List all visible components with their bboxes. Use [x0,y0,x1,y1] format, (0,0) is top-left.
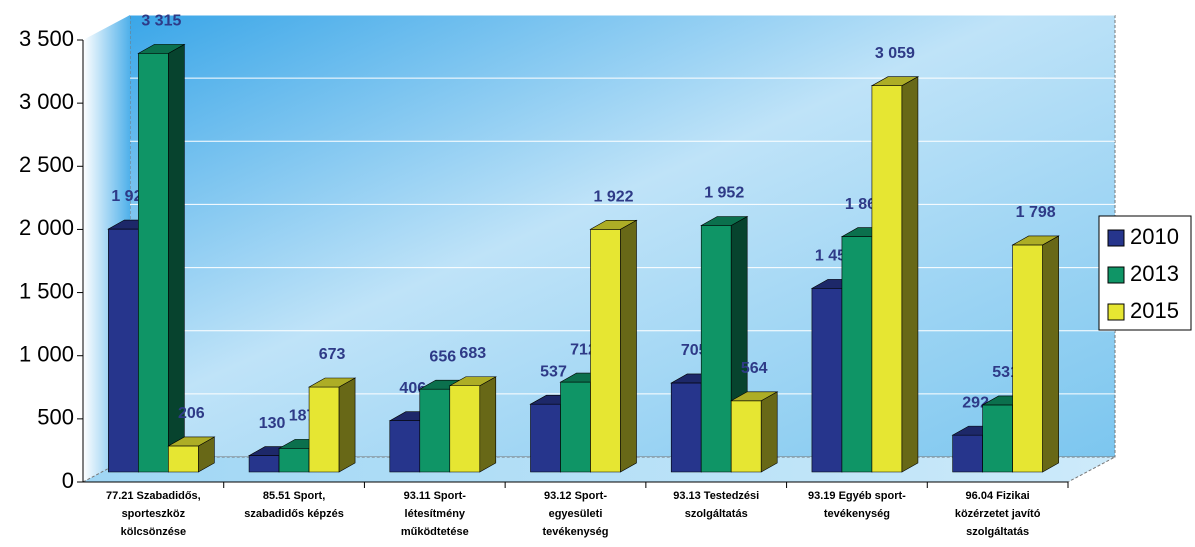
value-label: 1 922 [593,188,633,205]
value-label: 3 059 [875,45,915,62]
x-tick-label: 77.21 Szabadidős, [106,490,201,502]
legend-label: 2010 [1130,224,1179,249]
bar-face [308,386,340,473]
x-tick-label: szabadidős képzés [244,508,344,520]
value-label: 3 315 [141,13,181,30]
y-tick-label: 500 [37,405,74,430]
bar-face [730,400,762,473]
bar-face [871,85,903,473]
y-tick-label: 2 500 [19,152,74,177]
bar-face [841,236,873,473]
x-tick-label: létesítmény [405,508,466,520]
bar-face [168,445,199,473]
bar [589,219,638,473]
bar-face [137,44,186,54]
value-label: 1 952 [704,185,744,202]
x-tick-label: 85.51 Sport, [263,490,325,502]
x-tick-label: közérzetet javító [955,508,1041,520]
x-tick-label: szolgáltatás [966,526,1029,538]
x-tick-label: szolgáltatás [685,508,748,520]
bar [730,391,779,473]
value-label: 1 798 [1016,204,1056,221]
bar [1011,235,1060,473]
x-tick-label: tevékenység [824,508,890,520]
x-tick-label: sporteszköz [122,508,186,520]
value-label: 537 [540,363,567,380]
bar-face [449,385,481,473]
x-tick-label: kölcsönzése [121,526,186,538]
bar-face [1011,235,1060,246]
x-tick-label: 93.11 Sport- [404,490,467,502]
bar-face [901,76,919,473]
bar-face [419,388,451,473]
x-tick-label: egyesületi [549,508,603,520]
y-tick-label: 1 500 [19,278,74,303]
x-tick-label: 93.19 Egyéb sport- [808,490,906,502]
legend-label: 2013 [1130,261,1179,286]
x-tick-label: működtetése [401,526,469,538]
y-tick-label: 3 000 [19,89,74,114]
bar-face [700,216,749,226]
bar [167,436,216,473]
bar-face [248,455,280,473]
value-label: 683 [459,345,486,362]
legend-swatch [1107,303,1125,321]
bar-face [700,225,732,473]
x-tick-label: 96.04 Fizikai [966,490,1030,502]
bar-face [760,391,778,473]
bar-face [1042,235,1059,473]
bar-face [479,376,497,473]
bar [307,377,357,473]
y-tick-label: 1 000 [19,342,74,367]
bar-face [982,404,1013,473]
x-tick-label: 93.13 Testedzési [673,490,759,502]
value-label: 656 [429,348,456,365]
bar-face [560,381,591,473]
bar [448,376,497,473]
bar-face [389,420,421,473]
bar [870,76,920,473]
bar-face [138,53,169,473]
legend-swatch [1107,266,1125,284]
x-tick-label: tevékenység [542,526,608,538]
value-label: 673 [319,346,346,363]
bar-face [530,403,561,473]
bar-face [167,436,216,447]
bar-face [620,219,637,473]
value-label: 206 [178,405,205,422]
bar-face [448,376,497,387]
value-label: 130 [259,415,286,432]
y-tick-label: 3 500 [19,26,74,51]
bar [700,215,749,473]
bar-face [952,434,983,473]
value-label: 564 [741,360,768,377]
bar-face [278,448,310,473]
bar-face [1012,244,1043,473]
bar-face [338,377,356,473]
bar-face [670,382,702,473]
y-tick-label: 2 000 [19,215,74,240]
bar-face [730,391,779,402]
bar-face [811,288,843,473]
bar-face [307,377,357,388]
bar-face [108,228,139,473]
legend-swatch [1107,229,1125,247]
y-tick-label: 0 [62,468,74,493]
bar-face [870,76,920,86]
x-tick-label: 93.12 Sport- [544,490,607,502]
bar-face [589,219,638,230]
legend-label: 2015 [1130,298,1179,323]
bar-face [590,228,621,473]
